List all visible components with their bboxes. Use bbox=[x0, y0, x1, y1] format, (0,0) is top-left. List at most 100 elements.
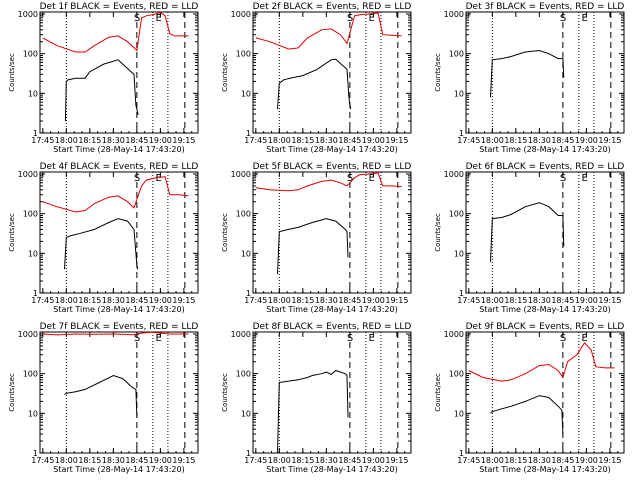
series-lld bbox=[468, 341, 615, 382]
y-tick-label: 1 bbox=[33, 129, 38, 138]
x-tick-label: 19:00 bbox=[149, 456, 172, 465]
series-events bbox=[64, 374, 138, 418]
x-tick-label: 18:00 bbox=[55, 296, 78, 305]
marker-s: S bbox=[560, 13, 566, 24]
y-tick-label: 10 bbox=[454, 409, 464, 418]
x-tick-label: 18:45 bbox=[551, 456, 574, 465]
y-tick-label: 1000 bbox=[444, 170, 464, 179]
y-axis-label: Counts/sec bbox=[8, 213, 16, 252]
y-tick-label: 1000 bbox=[231, 10, 251, 19]
y-tick-label: 1000 bbox=[231, 330, 251, 339]
x-tick-label: 18:30 bbox=[315, 456, 338, 465]
y-tick-label: 1 bbox=[459, 449, 464, 458]
marker-e: E bbox=[582, 173, 588, 184]
x-tick-label: 19:15 bbox=[385, 296, 408, 305]
y-tick-label: 100 bbox=[23, 370, 38, 379]
x-tick-label: 18:15 bbox=[291, 136, 314, 145]
y-axis-label: Counts/sec bbox=[221, 373, 229, 412]
x-tick-label: 19:15 bbox=[172, 136, 195, 145]
marker-s: S bbox=[560, 173, 566, 184]
x-tick-label: 19:00 bbox=[149, 136, 172, 145]
x-axis-label: Start Time (28-May-14 17:43:20) bbox=[479, 465, 610, 474]
x-tick-label: 17:45 bbox=[457, 456, 480, 465]
y-tick-label: 100 bbox=[449, 50, 464, 59]
marker-e: E bbox=[582, 13, 588, 24]
y-tick-label: 1 bbox=[33, 289, 38, 298]
plot-frame bbox=[252, 171, 412, 294]
x-tick-label: 19:15 bbox=[172, 296, 195, 305]
x-tick-label: 18:30 bbox=[528, 296, 551, 305]
plot-title: Det 5f BLACK = Events, RED = LLD bbox=[253, 162, 412, 172]
series-events bbox=[64, 59, 139, 122]
y-tick-label: 10 bbox=[28, 89, 38, 98]
x-tick-label: 19:15 bbox=[598, 456, 621, 465]
plot-frame bbox=[465, 171, 625, 294]
marker-e: E bbox=[156, 173, 162, 184]
series-events bbox=[490, 202, 565, 263]
series-lld bbox=[42, 331, 189, 336]
marker-e: E bbox=[369, 173, 375, 184]
x-tick-label: 18:00 bbox=[481, 456, 504, 465]
plot-title: Det 9f BLACK = Events, RED = LLD bbox=[466, 322, 625, 332]
x-tick-label: 17:45 bbox=[31, 296, 54, 305]
plot-title: Det 4f BLACK = Events, RED = LLD bbox=[40, 162, 199, 172]
plot-frame bbox=[39, 331, 199, 454]
y-tick-label: 100 bbox=[23, 210, 38, 219]
y-tick-label: 100 bbox=[449, 370, 464, 379]
x-tick-label: 18:30 bbox=[528, 456, 551, 465]
y-tick-label: 100 bbox=[236, 50, 251, 59]
series-lld bbox=[255, 12, 402, 50]
x-axis-label: Start Time (28-May-14 17:43:20) bbox=[53, 305, 184, 314]
x-tick-label: 18:45 bbox=[125, 296, 148, 305]
y-axis-label: Counts/sec bbox=[8, 373, 16, 412]
plot-title: Det 7f BLACK = Events, RED = LLD bbox=[40, 322, 199, 332]
plot-frame bbox=[465, 11, 625, 134]
y-tick-label: 10 bbox=[241, 409, 251, 418]
x-tick-label: 19:00 bbox=[362, 456, 385, 465]
x-tick-label: 18:15 bbox=[78, 296, 101, 305]
y-tick-label: 1000 bbox=[18, 330, 38, 339]
y-tick-label: 1 bbox=[246, 289, 251, 298]
y-axis-label: Counts/sec bbox=[221, 213, 229, 252]
y-tick-label: 10 bbox=[241, 249, 251, 258]
x-axis-label: Start Time (28-May-14 17:43:20) bbox=[479, 145, 610, 154]
x-tick-label: 19:00 bbox=[149, 296, 172, 305]
marker-s: S bbox=[347, 173, 353, 184]
x-tick-label: 18:45 bbox=[551, 136, 574, 145]
y-tick-label: 1 bbox=[33, 449, 38, 458]
x-tick-label: 17:45 bbox=[31, 456, 54, 465]
plot-frame bbox=[39, 11, 199, 134]
series-events bbox=[490, 49, 565, 98]
y-tick-label: 100 bbox=[236, 210, 251, 219]
y-tick-label: 1 bbox=[246, 129, 251, 138]
plot-det-5f: Det 5f BLACK = Events, RED = LLD 1 10 100 10… bbox=[221, 162, 412, 314]
x-tick-label: 18:00 bbox=[55, 456, 78, 465]
x-tick-label: 18:15 bbox=[504, 136, 527, 145]
x-tick-label: 18:30 bbox=[102, 296, 125, 305]
y-axis-label: Counts/sec bbox=[434, 373, 442, 412]
x-tick-label: 18:15 bbox=[78, 136, 101, 145]
plot-title: Det 6f BLACK = Events, RED = LLD bbox=[466, 162, 625, 172]
series-lld bbox=[255, 172, 402, 192]
plot-det-1f: Det 1f BLACK = Events, RED = LLD 1 10 100 10… bbox=[8, 2, 199, 154]
series-events bbox=[277, 58, 352, 110]
x-tick-label: 18:30 bbox=[315, 296, 338, 305]
y-tick-label: 1 bbox=[459, 289, 464, 298]
plot-det-6f: Det 6f BLACK = Events, RED = LLD 1 10 100 10… bbox=[434, 162, 625, 314]
marker-e: E bbox=[369, 13, 375, 24]
x-tick-label: 18:30 bbox=[102, 136, 125, 145]
y-tick-label: 100 bbox=[449, 210, 464, 219]
y-tick-label: 10 bbox=[241, 89, 251, 98]
marker-s: S bbox=[134, 13, 140, 24]
x-tick-label: 17:45 bbox=[244, 136, 267, 145]
x-tick-label: 17:45 bbox=[244, 296, 267, 305]
plot-frame bbox=[252, 11, 412, 134]
plot-title: Det 2f BLACK = Events, RED = LLD bbox=[253, 2, 412, 12]
marker-s: S bbox=[347, 13, 353, 24]
marker-e: E bbox=[156, 333, 162, 344]
x-tick-label: 18:00 bbox=[481, 296, 504, 305]
y-tick-label: 1 bbox=[459, 129, 464, 138]
x-tick-label: 19:00 bbox=[362, 296, 385, 305]
x-tick-label: 19:00 bbox=[362, 136, 385, 145]
x-tick-label: 18:45 bbox=[338, 136, 361, 145]
